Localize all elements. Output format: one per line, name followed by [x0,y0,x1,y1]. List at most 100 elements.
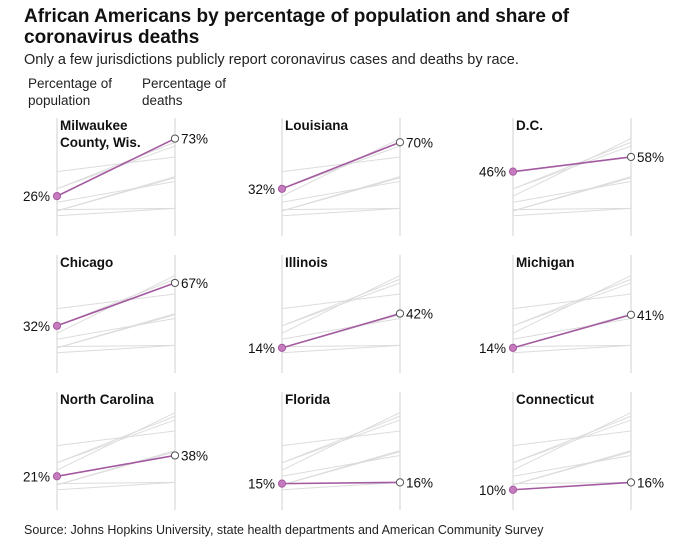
point-deaths-north-carolina [170,451,180,460]
background-line-d-c [281,156,401,173]
panel-connecticut: 10% 16% Connecticut [479,392,664,510]
point-population-chicago [52,321,62,330]
background-line-connecticut [56,481,176,491]
panel-michigan: 14% 41% Michigan [479,255,664,373]
background-line-north-carolina [56,317,176,340]
point-population-d-c [508,167,518,176]
background-line-chicago [512,419,632,464]
background-line-louisiana [512,278,632,327]
point-population-louisiana [277,184,287,193]
background-line-louisiana [56,415,176,464]
background-line-chicago [56,419,176,464]
background-line-louisiana [512,415,632,464]
series-line-michigan [512,314,632,349]
background-line-north-carolina [512,180,632,203]
series-line-louisiana [281,141,401,190]
background-line-d-c [512,430,632,447]
background-line-louisiana [281,415,401,464]
series-line-illinois [281,312,401,349]
series-line-florida [281,481,401,485]
source-note: Source: Johns Hopkins University, state … [24,523,544,537]
background-line-michigan [56,314,176,349]
panel-chicago: 32% 67% Chicago [23,255,208,373]
series-line-north-carolina [56,454,176,478]
point-deaths-d-c [626,152,636,162]
panel-title-louisiana: Louisiana [285,118,349,133]
background-line-d-c [512,293,632,310]
label-deaths-chicago: 67% [181,276,208,291]
background-line-north-carolina [281,317,401,340]
background-line-chicago [281,282,401,327]
background-line-chicago [512,145,632,190]
chart-title: African Americans by percentage of popul… [24,6,570,48]
point-deaths-florida [395,478,405,487]
background-line-d-c [56,293,176,310]
label-deaths-florida: 16% [406,475,433,490]
column-header-deaths: Percentage of deaths [142,76,227,108]
panel-title-illinois: Illinois [285,255,328,270]
label-population-florida: 15% [248,477,275,492]
panel-title-milwaukee-county-wis: Milwaukee County, Wis. [60,118,141,150]
background-line-florida [281,207,401,211]
background-line-connecticut [281,481,401,491]
label-deaths-d-c: 58% [637,150,664,165]
point-population-florida [277,479,287,488]
background-line-florida [56,344,176,348]
point-deaths-milwaukee-county-wis [170,134,180,143]
background-line-louisiana [512,141,632,190]
point-deaths-michigan [626,310,636,319]
panel-north-carolina: 21% 38% North Carolina [23,392,208,510]
background-line-michigan [56,177,176,212]
background-line-louisiana [56,141,176,190]
background-line-florida [512,207,632,211]
series-line-d-c [512,156,632,173]
point-deaths-louisiana [395,138,405,147]
background-line-florida [56,207,176,211]
series-line-chicago [56,282,176,327]
background-line-michigan [281,177,401,212]
background-line-michigan [512,177,632,212]
point-deaths-illinois [395,309,405,318]
background-line-michigan [281,451,401,486]
background-line-florida [281,344,401,348]
background-line-chicago [281,419,401,464]
label-deaths-north-carolina: 38% [181,448,208,463]
label-deaths-connecticut: 16% [637,475,664,490]
background-line-connecticut [512,207,632,217]
point-population-illinois [277,343,287,352]
background-line-north-carolina [281,454,401,477]
panel-title-michigan: Michigan [516,255,575,270]
label-population-milwaukee-county-wis: 26% [23,189,50,204]
background-line-north-carolina [512,317,632,340]
point-population-connecticut [508,485,518,494]
background-line-d-c [56,156,176,173]
background-line-d-c [281,430,401,447]
background-line-florida [512,344,632,348]
panel-title-d-c: D.C. [516,118,543,133]
label-deaths-michigan: 41% [637,308,664,323]
panel-florida: 15% 16% Florida [248,392,433,510]
background-line-north-carolina [281,180,401,203]
background-line-connecticut [281,207,401,217]
panel-d-c: 46% 58% D.C. [479,118,664,236]
label-population-michigan: 14% [479,341,506,356]
panel-milwaukee-county-wis: 26% 73% Milwaukee County, Wis. [23,118,208,236]
background-line-connecticut [281,344,401,354]
panel-title-north-carolina: North Carolina [60,392,154,407]
label-population-louisiana: 32% [248,182,275,197]
point-deaths-connecticut [626,478,636,487]
background-line-d-c [56,430,176,447]
background-line-north-carolina [512,454,632,477]
panel-illinois: 14% 42% Illinois [248,255,433,373]
label-deaths-louisiana: 70% [406,135,433,150]
chart-subtitle: Only a few jurisdictions publicly report… [24,52,519,68]
background-line-florida [512,481,632,485]
label-deaths-illinois: 42% [406,307,433,322]
series-line-connecticut [512,481,632,491]
background-line-north-carolina [56,180,176,203]
panel-title-florida: Florida [285,392,330,407]
label-population-chicago: 32% [23,319,50,334]
background-line-michigan [512,451,632,486]
point-population-milwaukee-county-wis [52,192,62,201]
background-line-connecticut [56,207,176,217]
